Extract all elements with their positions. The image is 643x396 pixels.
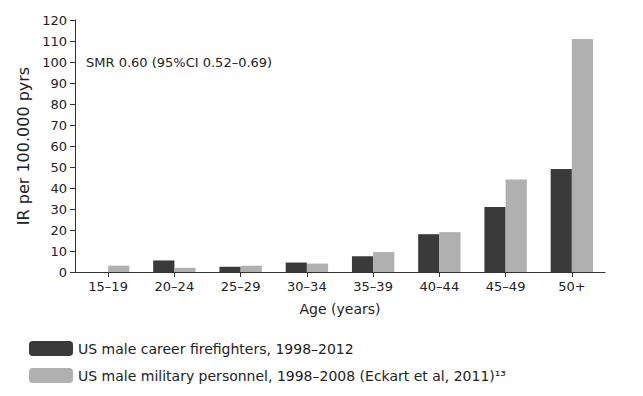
svg-text:SMR 0.60 (95%CI 0.52–0.69): SMR 0.60 (95%CI 0.52–0.69) xyxy=(86,55,272,70)
svg-text:0: 0 xyxy=(59,265,67,280)
svg-text:45–49: 45–49 xyxy=(486,279,526,294)
svg-text:110: 110 xyxy=(42,34,67,49)
svg-text:120: 120 xyxy=(42,13,67,28)
svg-text:30: 30 xyxy=(50,202,67,217)
svg-text:30–34: 30–34 xyxy=(287,279,327,294)
svg-text:15–19: 15–19 xyxy=(88,279,128,294)
svg-text:90: 90 xyxy=(50,76,67,91)
svg-text:50: 50 xyxy=(50,160,67,175)
svg-text:25–29: 25–29 xyxy=(221,279,261,294)
svg-text:IR per 100.000 pyrs: IR per 100.000 pyrs xyxy=(14,67,33,225)
svg-text:US male career firefighters, 1: US male career firefighters, 1998–2012 xyxy=(78,341,354,357)
svg-text:40–44: 40–44 xyxy=(420,279,460,294)
svg-text:20–24: 20–24 xyxy=(155,279,195,294)
svg-text:20: 20 xyxy=(50,223,67,238)
svg-text:10: 10 xyxy=(50,244,67,259)
svg-text:50+: 50+ xyxy=(558,279,585,294)
svg-text:40: 40 xyxy=(50,181,67,196)
svg-text:Age (years): Age (years) xyxy=(300,301,381,317)
svg-text:US male military personnel, 19: US male military personnel, 1998–2008 (E… xyxy=(78,368,506,384)
svg-text:80: 80 xyxy=(50,97,67,112)
svg-text:70: 70 xyxy=(50,118,67,133)
svg-text:100: 100 xyxy=(42,55,67,70)
svg-text:35–39: 35–39 xyxy=(353,279,393,294)
svg-text:60: 60 xyxy=(50,139,67,154)
